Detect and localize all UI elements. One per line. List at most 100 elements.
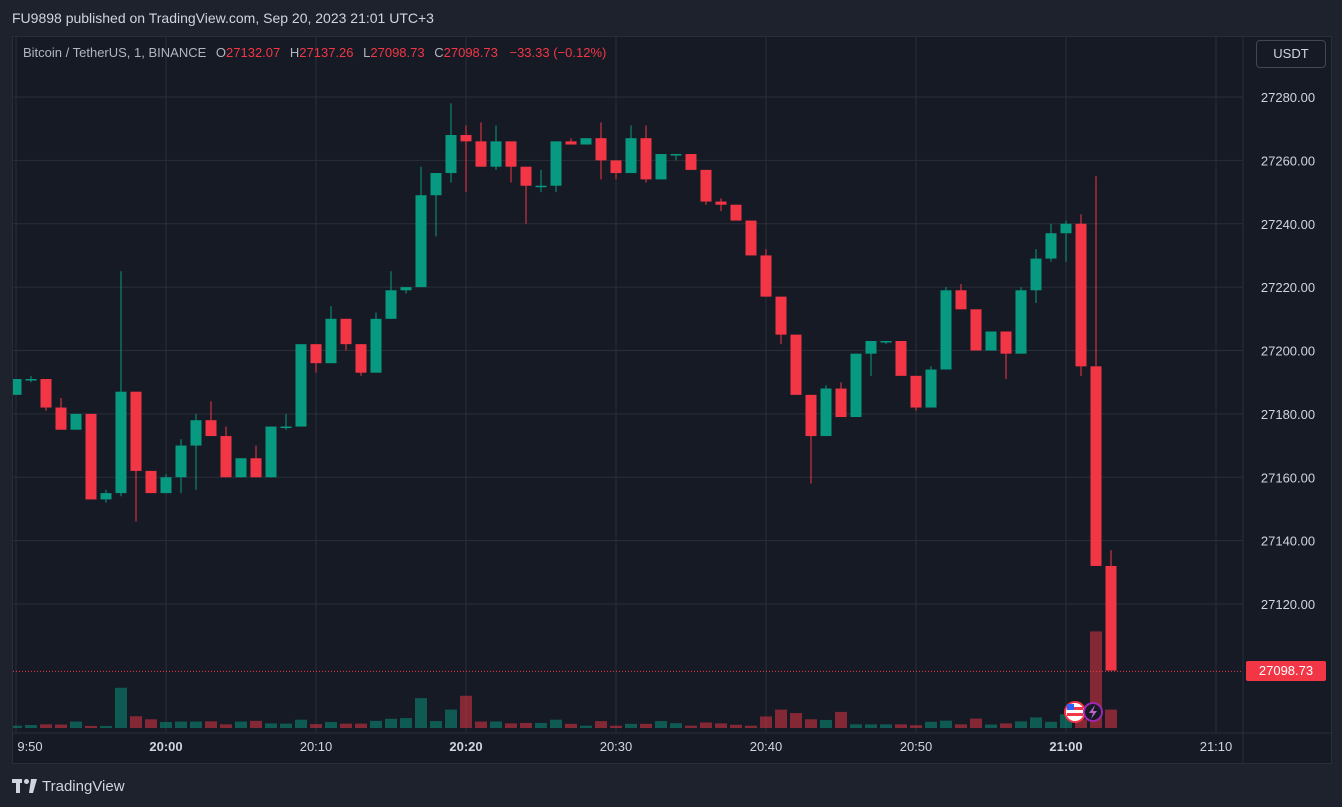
currency-button[interactable]: USDT	[1256, 40, 1326, 68]
footer: TradingView	[12, 772, 125, 800]
candle-body	[940, 290, 952, 370]
candle-body	[55, 407, 67, 430]
change-value: −33.33 (−0.12%)	[509, 45, 607, 60]
last-price-tag: 27098.73	[1246, 661, 1326, 682]
candle-body	[655, 154, 667, 180]
volume-bar	[235, 721, 247, 728]
volume-bar	[730, 724, 742, 728]
volume-bar	[70, 721, 82, 728]
volume-bar	[910, 725, 922, 728]
candle-body	[490, 141, 502, 167]
volume-bar	[895, 724, 907, 728]
volume-bar	[220, 724, 232, 728]
volume-bar	[565, 723, 577, 728]
volume-bar	[415, 698, 427, 728]
candle-body	[280, 426, 292, 429]
x-tick-label: 21:10	[1200, 739, 1233, 754]
chart-frame[interactable]: 27280.00 27260.00 27240.00 27220.00 27200.00…	[12, 36, 1332, 764]
candle-body	[595, 138, 607, 161]
candle-body	[1090, 366, 1102, 566]
candle-body	[415, 195, 427, 288]
volume-bar	[715, 723, 727, 728]
candle-body	[250, 458, 262, 478]
open-label: O	[215, 45, 227, 60]
candle-body	[445, 135, 457, 174]
volume-bar	[13, 725, 22, 728]
candle-body	[685, 154, 697, 170]
volume-bar	[760, 716, 772, 728]
candle-body	[1045, 233, 1057, 259]
low-value: 27098.73	[370, 45, 425, 60]
x-tick-label: 9:50	[17, 739, 42, 754]
volume-bar	[775, 709, 787, 728]
candlestick-chart[interactable]: 27280.00 27260.00 27240.00 27220.00 27200.00…	[13, 37, 1331, 763]
candle-body	[670, 154, 682, 156]
volume-bar	[625, 723, 637, 728]
volume-bar	[745, 725, 757, 728]
candle-body	[1075, 223, 1087, 367]
us-flag-stripes-icon	[1067, 707, 1083, 710]
volume-bar	[1015, 721, 1027, 728]
candle-body	[820, 388, 832, 437]
volume-bar	[85, 725, 97, 728]
volume-bar	[295, 719, 307, 728]
candle-body	[475, 141, 487, 167]
x-tick-label: 20:10	[300, 739, 333, 754]
candle-body	[1015, 290, 1027, 354]
candle-body	[865, 340, 877, 354]
candle-body	[610, 160, 622, 174]
volume-bar	[445, 709, 457, 728]
volume-bar	[805, 719, 817, 728]
candle-body	[700, 169, 712, 202]
volume-bar	[985, 724, 997, 728]
open-value: 27132.07	[226, 45, 281, 60]
volume-bar	[115, 687, 127, 728]
candle-body	[430, 173, 442, 196]
high-value: 27137.26	[299, 45, 354, 60]
volume-bar	[940, 720, 952, 728]
x-tick-label: 20:50	[900, 739, 933, 754]
candle-body	[730, 204, 742, 221]
candle-body	[145, 470, 157, 494]
candle-body	[910, 375, 922, 408]
y-tick-label: 27280.00	[1261, 90, 1315, 105]
tradingview-logo-icon	[12, 779, 38, 793]
candle-body	[13, 379, 22, 395]
candle-body	[505, 141, 517, 167]
x-tick-label: 21:00	[1049, 739, 1082, 754]
volume-bar	[55, 724, 67, 728]
x-tick-label: 20:30	[600, 739, 633, 754]
volume-bar	[25, 725, 37, 728]
candle-body	[895, 340, 907, 376]
volume-bar	[40, 724, 52, 728]
volume-bar	[835, 711, 847, 728]
y-tick-label: 27120.00	[1261, 597, 1315, 612]
volume-bar	[145, 719, 157, 728]
grid	[13, 37, 1331, 763]
volume-bar	[655, 721, 667, 728]
volume-bar	[700, 722, 712, 728]
candle-body	[130, 391, 142, 471]
close-value: 27098.73	[443, 45, 498, 60]
candle-body	[190, 420, 202, 446]
y-tick-label: 27220.00	[1261, 280, 1315, 295]
candle-body	[535, 185, 547, 188]
volume-bar	[550, 719, 562, 728]
candle-body	[160, 477, 172, 494]
symbol-label: Bitcoin / TetherUS, 1, BINANCE	[23, 45, 207, 60]
event-icons[interactable]	[1064, 701, 1103, 723]
volume-bar	[535, 722, 547, 728]
volume-bar	[370, 720, 382, 728]
candle-body	[85, 413, 97, 500]
volume-bar	[580, 725, 592, 728]
volume-bars	[13, 631, 1117, 728]
volume-bar	[355, 723, 367, 728]
volume-bar	[250, 720, 262, 728]
published-header: FU9898 published on TradingView.com, Sep…	[12, 10, 434, 26]
candle-body	[340, 318, 352, 345]
candle-body	[1105, 565, 1117, 671]
candle-body	[310, 344, 322, 364]
volume-bar	[325, 722, 337, 728]
volume-bar	[460, 695, 472, 728]
volume-bar	[190, 721, 202, 728]
